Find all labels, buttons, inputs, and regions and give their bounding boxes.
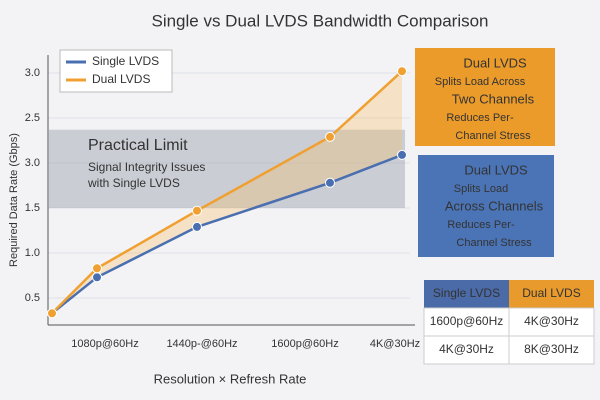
x-axis-label: Resolution × Refresh Rate xyxy=(154,371,307,386)
callout-text: Dual LVDS xyxy=(464,162,528,177)
limit-text: Signal Integrity Issues xyxy=(88,160,205,174)
callout-text: Two Channels xyxy=(452,91,535,106)
y-tick-label: 1.5 xyxy=(25,202,40,214)
table-header-text: Dual LVDS xyxy=(522,286,580,300)
limit-title: Practical Limit xyxy=(88,137,188,154)
point xyxy=(397,149,407,160)
y-tick-label: 0.5 xyxy=(25,292,40,304)
point xyxy=(325,131,335,142)
callout-text: Across Channels xyxy=(445,198,544,213)
legend-label: Dual LVDS xyxy=(92,72,150,86)
callout-text: Splits Load Across xyxy=(435,76,526,88)
y-axis-label: Required Data Rate (Gbps) xyxy=(8,133,20,267)
table-cell-text: 1600p@60Hz xyxy=(430,314,504,328)
point xyxy=(325,177,335,188)
callout-text: Dual LVDS xyxy=(463,55,527,70)
table-cell xyxy=(508,307,595,337)
table-cell-text: 4K@30Hz xyxy=(524,314,579,328)
table-cell-text: 8K@30Hz xyxy=(524,342,579,356)
point xyxy=(92,272,102,283)
table-header xyxy=(424,280,509,308)
callout-text: Channel Stress xyxy=(456,237,532,249)
callout-text: Reduces Per- xyxy=(446,112,514,124)
callout-box xyxy=(418,155,554,257)
table-header xyxy=(509,280,594,308)
y-tick-label: 3.0 xyxy=(25,157,40,169)
x-tick-label: 4K@30Hz xyxy=(370,338,420,350)
point xyxy=(192,205,202,216)
callout-text: Splits Load xyxy=(454,183,508,195)
chart-title: Single vs Dual LVDS Bandwidth Comparison xyxy=(151,11,488,30)
callout-text: Channel Stress xyxy=(455,130,531,142)
x-tick-label: 1080p@60Hz xyxy=(71,338,138,350)
callout-box xyxy=(415,48,555,146)
point xyxy=(92,263,102,274)
table-cell xyxy=(508,335,595,365)
point xyxy=(192,221,202,232)
point xyxy=(47,308,57,319)
y-tick-label: 1.0 xyxy=(25,247,40,259)
point xyxy=(397,66,407,77)
table-cell-text: 4K@30Hz xyxy=(439,342,494,356)
callout-text: Reduces Per- xyxy=(447,219,515,231)
y-tick-label: 2.5 xyxy=(25,112,40,124)
limit-text: with Single LVDS xyxy=(87,176,180,190)
x-tick-label: 1600p@60Hz xyxy=(271,338,338,350)
legend-box xyxy=(59,49,173,93)
x-tick-label: 1440p-@60Hz xyxy=(166,338,237,350)
table-header-text: Single LVDS xyxy=(433,286,500,300)
legend-label: Single LVDS xyxy=(92,54,159,68)
y-tick-label: 3.0 xyxy=(25,67,40,79)
gap-area xyxy=(52,71,402,314)
